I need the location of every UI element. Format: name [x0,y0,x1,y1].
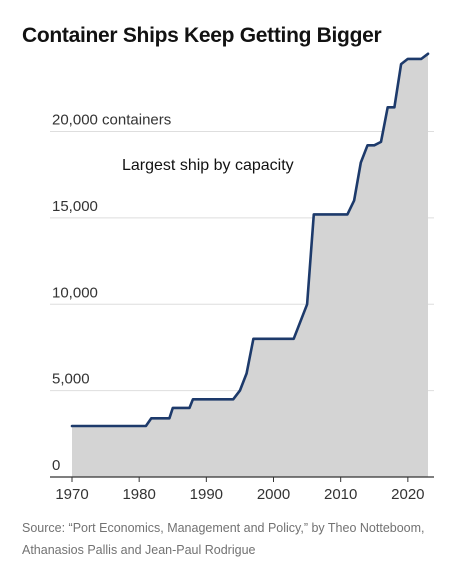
x-tick-label: 1970 [55,486,88,503]
area-chart: 0 5,000 10,000 15,000 20,000 containers 1970… [50,52,434,503]
x-tick-label: 2000 [257,486,290,503]
x-tick-label: 2020 [391,486,424,503]
y-axis-labels: 0 5,000 10,000 15,000 20,000 containers [52,112,171,475]
y-tick-label: 0 [52,457,60,474]
x-axis: 1970 1980 1990 2000 2010 2020 [50,476,434,503]
x-tick-label: 2010 [324,486,357,503]
x-tick-label: 1980 [122,486,155,503]
y-tick-label: 5,000 [52,371,90,388]
series-line [70,52,430,428]
source-note: Source: “Port Economics, Management and … [22,521,425,557]
y-tick-label: 10,000 [52,284,98,301]
chart-title: Container Ships Keep Getting Bigger [22,24,382,47]
plot-area [70,52,430,478]
chart-annotation: Largest ship by capacity [122,157,294,174]
y-tick-label: 15,000 [52,198,98,215]
x-tick-label: 1990 [190,486,223,503]
area-fill [72,53,428,478]
y-tick-label: 20,000 containers [52,112,171,129]
